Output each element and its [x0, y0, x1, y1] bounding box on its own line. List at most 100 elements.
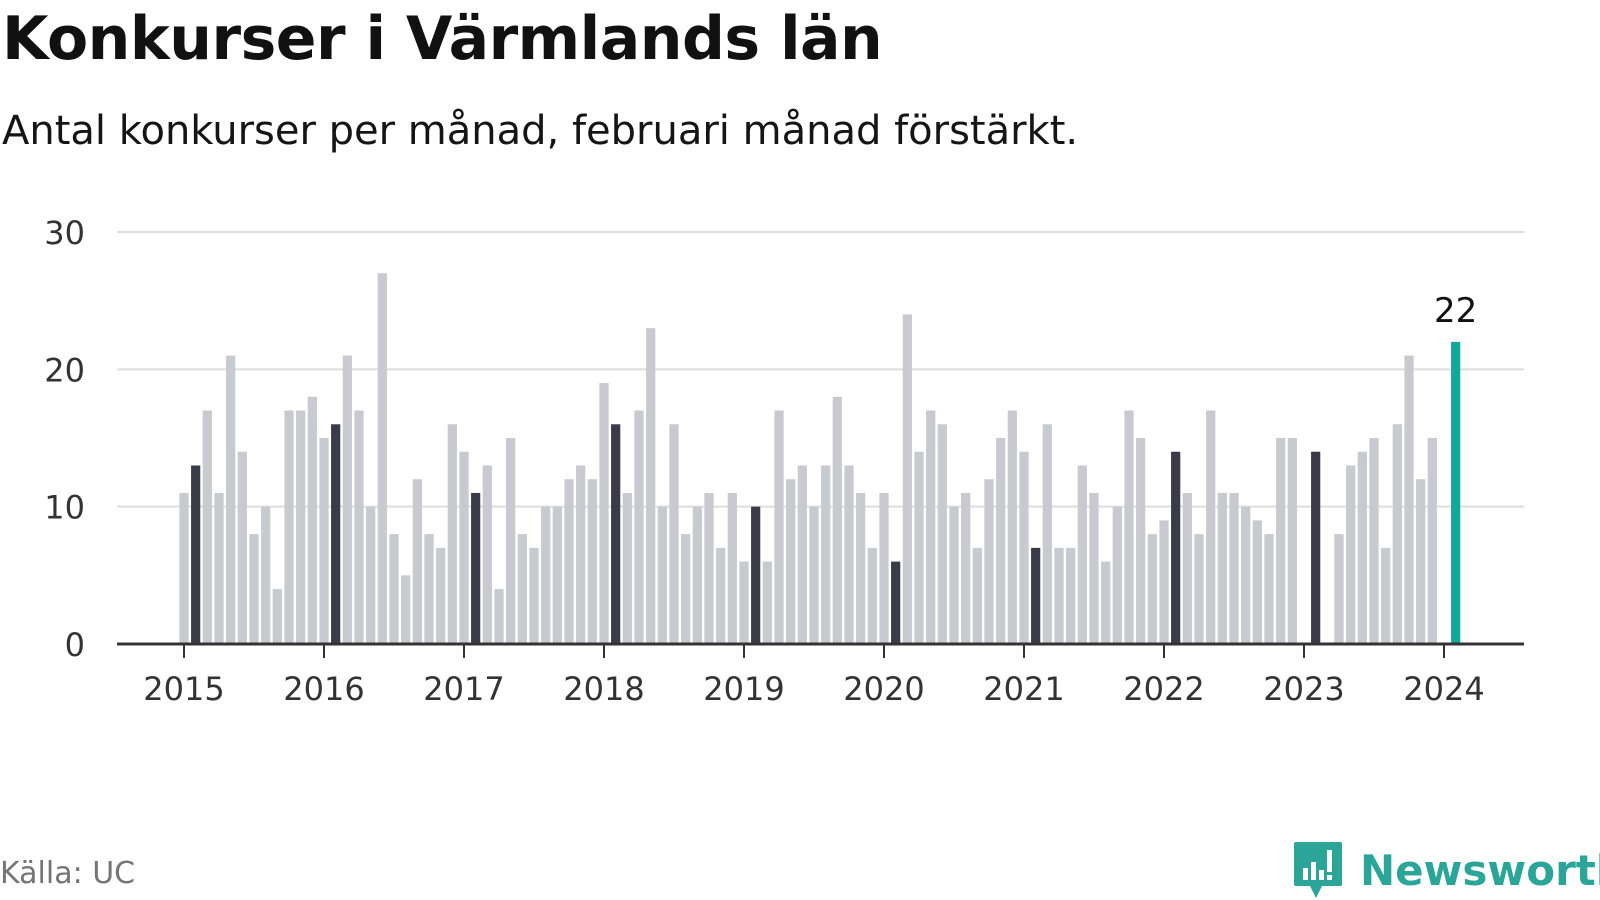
bar — [1276, 438, 1286, 644]
bar — [1404, 355, 1414, 644]
bar — [249, 534, 259, 644]
bar — [937, 424, 947, 644]
bar — [821, 465, 831, 644]
bar — [1357, 451, 1367, 644]
source-note: Källa: UC — [0, 856, 136, 891]
bar — [1124, 410, 1134, 644]
bar — [1171, 451, 1181, 644]
bar — [1311, 451, 1321, 644]
newsworthy-logo-text: Newsworthy — [1360, 845, 1600, 895]
bar — [226, 355, 236, 644]
bar — [926, 410, 936, 644]
bar — [832, 396, 842, 644]
annotations: 22 — [1434, 291, 1477, 331]
bar — [797, 465, 807, 644]
bar — [1229, 492, 1239, 644]
bar — [716, 547, 726, 644]
bar — [914, 451, 924, 644]
bar — [762, 561, 772, 644]
bar — [1019, 451, 1029, 644]
bar — [436, 547, 446, 644]
x-tick-label: 2024 — [1403, 670, 1484, 708]
bar — [1007, 410, 1017, 644]
x-axis-labels: 2015 2016 2017 2018 2019 2020 2021 2022 2023 2024 — [143, 670, 1484, 708]
newsworthy-logo[interactable]: Newsworthy — [1292, 840, 1600, 900]
bar — [587, 479, 597, 644]
bar — [809, 506, 819, 644]
chart-subtitle: Antal konkurser per månad, februari måna… — [2, 108, 1079, 154]
bar — [1182, 492, 1192, 644]
bar — [1159, 520, 1169, 644]
bar — [1264, 534, 1274, 644]
bar — [494, 589, 504, 644]
bar — [272, 589, 282, 644]
bar — [692, 506, 702, 644]
bar — [996, 438, 1006, 644]
bar — [1346, 465, 1356, 644]
x-tick-label: 2022 — [1123, 670, 1204, 708]
bar — [517, 534, 527, 644]
bar — [389, 534, 399, 644]
bar — [856, 492, 866, 644]
bar — [657, 506, 667, 644]
bar — [739, 561, 749, 644]
x-tick-label: 2018 — [563, 670, 644, 708]
x-tick-label: 2017 — [423, 670, 504, 708]
bar — [342, 355, 352, 644]
bar — [401, 575, 411, 644]
bar — [564, 479, 574, 644]
y-tick-label: 30 — [44, 214, 85, 252]
bar — [1369, 438, 1379, 644]
bar — [1427, 438, 1437, 644]
x-tick-label: 2016 — [283, 670, 364, 708]
bar — [1066, 547, 1076, 644]
bar — [1136, 438, 1146, 644]
bar — [529, 547, 539, 644]
bar — [191, 465, 201, 644]
bar — [1381, 547, 1391, 644]
chart-title: Konkurser i Värmlands län — [2, 4, 883, 74]
bar — [354, 410, 364, 644]
bar — [786, 479, 796, 644]
bar — [669, 424, 679, 644]
bar — [179, 492, 189, 644]
newsworthy-logo-icon — [1294, 842, 1342, 898]
bar — [984, 479, 994, 644]
bar — [424, 534, 434, 644]
bar — [412, 479, 422, 644]
bar — [1206, 410, 1216, 644]
y-tick-label: 10 — [44, 489, 85, 527]
x-tick-label: 2015 — [143, 670, 224, 708]
bar — [1101, 561, 1111, 644]
y-axis-labels: 0 10 20 30 — [44, 214, 85, 664]
bar — [552, 506, 562, 644]
bar — [459, 451, 469, 644]
bar — [307, 396, 317, 644]
bar — [972, 547, 982, 644]
bar — [902, 314, 912, 644]
bar — [1416, 479, 1426, 644]
bar — [447, 424, 457, 644]
bar — [319, 438, 329, 644]
bar — [727, 492, 737, 644]
bar — [1042, 424, 1052, 644]
bar — [482, 465, 492, 644]
bar — [366, 506, 376, 644]
bar — [1451, 341, 1461, 644]
bar — [377, 273, 387, 644]
x-tick-label: 2023 — [1263, 670, 1344, 708]
bar — [1194, 534, 1204, 644]
x-tick-label: 2020 — [843, 670, 924, 708]
bar — [296, 410, 306, 644]
bar — [331, 424, 341, 644]
bar — [214, 492, 224, 644]
bar — [774, 410, 784, 644]
bar — [1054, 547, 1064, 644]
bar — [681, 534, 691, 644]
bar — [599, 383, 609, 644]
bar — [634, 410, 644, 644]
x-axis — [117, 642, 1524, 658]
bar — [1077, 465, 1087, 644]
bar — [646, 328, 656, 644]
